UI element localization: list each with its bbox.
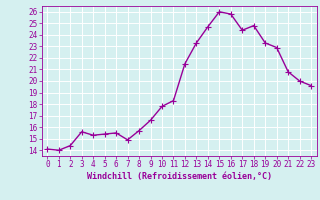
X-axis label: Windchill (Refroidissement éolien,°C): Windchill (Refroidissement éolien,°C) xyxy=(87,172,272,181)
